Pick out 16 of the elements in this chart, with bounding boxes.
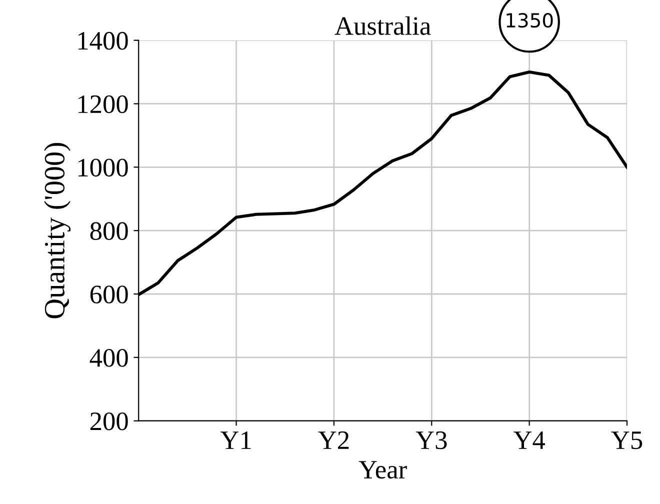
x-axis-title: Year xyxy=(358,461,407,479)
y-tick-label: 1400 xyxy=(78,32,128,50)
chart-title: Australia xyxy=(334,16,431,35)
y-tick-label: 1200 xyxy=(78,95,128,114)
x-tick-label: Y2 xyxy=(318,431,349,449)
x-tick-label: Y3 xyxy=(416,431,447,450)
x-tick-label: Y4 xyxy=(513,432,546,449)
x-tick-label: Y5 xyxy=(611,432,642,450)
x-tick-label: Y1 xyxy=(220,431,251,449)
y-tick-label: 400 xyxy=(90,349,128,367)
y-tick-label: 1000 xyxy=(78,158,128,177)
y-tick-label: 800 xyxy=(90,222,128,240)
annotation: 1350 xyxy=(506,12,553,28)
y-tick-label: 200 xyxy=(90,412,128,430)
y-axis-title: Quantity ('000) xyxy=(44,142,71,318)
y-tick-label: 600 xyxy=(90,286,128,304)
